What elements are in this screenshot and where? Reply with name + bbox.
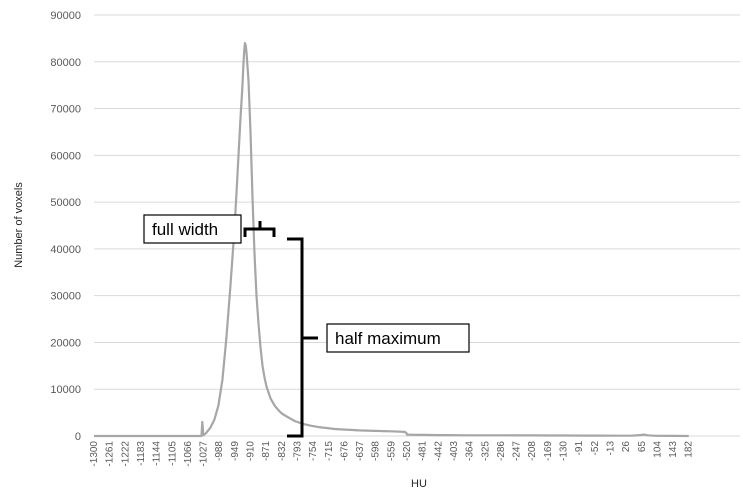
x-tick-label: -949 — [230, 441, 241, 461]
x-tick-label: -754 — [308, 441, 319, 461]
x-tick-label: 26 — [621, 441, 632, 453]
x-tick-label: -247 — [512, 441, 523, 461]
x-tick-label: -52 — [590, 441, 601, 456]
x-tick-label: -169 — [543, 441, 554, 461]
y-tick-label: 0 — [75, 431, 81, 443]
x-tick-label: 104 — [652, 441, 663, 458]
x-tick-label: -481 — [418, 441, 429, 461]
x-tick-label: 65 — [637, 441, 648, 453]
x-tick-label: 182 — [684, 441, 695, 458]
x-tick-label: -1105 — [167, 441, 178, 466]
x-tick-label: -1027 — [199, 441, 210, 467]
full-width-callout: full width — [143, 214, 242, 244]
x-axis-ticks: -1300 -1261 -1222 -1183 -1144 -1105 -1066 -1027… — [89, 441, 695, 467]
x-tick-label: -871 — [261, 441, 272, 461]
x-tick-label: -442 — [433, 441, 444, 461]
y-tick-label: 90000 — [50, 10, 81, 22]
y-tick-label: 70000 — [50, 104, 81, 116]
half-maximum-label: half maximum — [335, 329, 441, 348]
half-maximum-brace — [287, 237, 318, 438]
gridlines — [94, 14, 740, 390]
y-tick-label: 40000 — [50, 244, 81, 256]
x-tick-label: -13 — [605, 441, 616, 456]
x-tick-label: -1261 — [105, 441, 116, 467]
half-maximum-callout: half maximum — [326, 323, 470, 353]
x-tick-label: -910 — [246, 441, 257, 461]
x-tick-label: -559 — [386, 441, 397, 461]
x-tick-label: -1183 — [136, 441, 147, 466]
x-tick-label: -403 — [449, 441, 460, 461]
y-tick-label: 60000 — [50, 150, 81, 162]
x-tick-label: -325 — [480, 441, 491, 461]
x-tick-label: -598 — [371, 441, 382, 461]
x-tick-label: -676 — [339, 441, 350, 461]
full-width-label: full width — [152, 220, 218, 239]
histogram-line — [94, 42, 689, 438]
y-tick-label: 20000 — [50, 337, 81, 349]
x-tick-label: -832 — [277, 441, 288, 461]
x-tick-label: -130 — [559, 441, 570, 461]
y-tick-label: 30000 — [50, 291, 81, 303]
x-tick-label: -1222 — [120, 441, 131, 467]
x-tick-label: -1300 — [89, 441, 100, 467]
y-tick-label: 80000 — [50, 57, 81, 69]
x-tick-label: -1066 — [183, 441, 194, 467]
x-axis-title: HU — [411, 478, 427, 490]
x-tick-label: -988 — [214, 441, 225, 461]
x-tick-label: -715 — [324, 441, 335, 461]
y-tick-label: 50000 — [50, 197, 81, 209]
y-axis-ticks: 0 10000 20000 30000 40000 50000 60000 70000 8000… — [50, 10, 81, 443]
x-tick-label: -286 — [496, 441, 507, 461]
x-tick-label: -520 — [402, 441, 413, 461]
x-tick-label: -793 — [292, 441, 303, 461]
x-tick-label: -91 — [574, 441, 585, 456]
y-tick-label: 10000 — [50, 384, 81, 396]
y-axis-title: Number of voxels — [13, 182, 25, 268]
full-width-brace — [243, 221, 276, 237]
x-tick-label: -637 — [355, 441, 366, 461]
x-tick-label: -1144 — [152, 441, 163, 466]
x-tick-label: 143 — [668, 441, 679, 458]
x-tick-label: -364 — [465, 441, 476, 461]
x-tick-label: -208 — [527, 441, 538, 461]
